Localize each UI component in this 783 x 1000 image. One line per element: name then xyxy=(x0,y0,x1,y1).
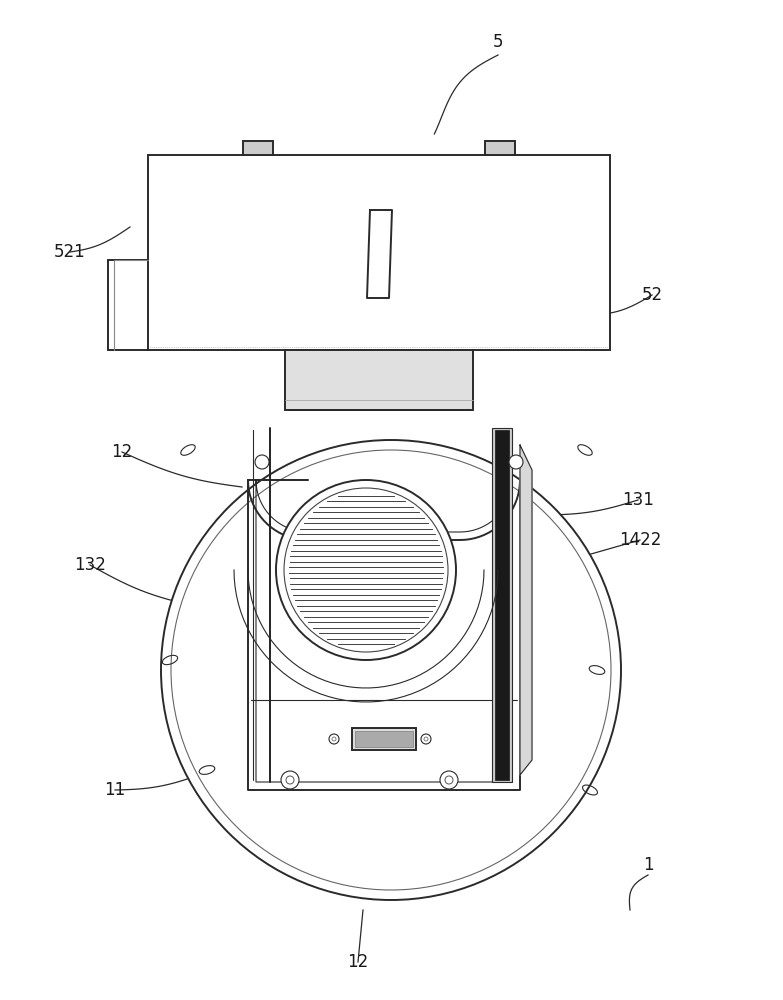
Bar xyxy=(148,155,610,350)
Bar xyxy=(495,430,509,780)
Bar xyxy=(352,728,416,750)
Text: 132: 132 xyxy=(74,556,106,574)
Circle shape xyxy=(281,771,299,789)
Text: 12: 12 xyxy=(111,443,132,461)
Circle shape xyxy=(424,737,428,741)
Circle shape xyxy=(332,737,336,741)
Circle shape xyxy=(286,776,294,784)
Text: 1: 1 xyxy=(643,856,653,874)
Bar xyxy=(243,141,273,155)
Polygon shape xyxy=(248,480,520,790)
Circle shape xyxy=(161,440,621,900)
Text: 131: 131 xyxy=(622,491,654,509)
Circle shape xyxy=(509,455,523,469)
Circle shape xyxy=(421,734,431,744)
Circle shape xyxy=(329,734,339,744)
Text: 11: 11 xyxy=(104,781,125,799)
Circle shape xyxy=(440,771,458,789)
Text: 12: 12 xyxy=(348,953,369,971)
Bar xyxy=(485,141,515,155)
Text: 521: 521 xyxy=(54,243,86,261)
Bar xyxy=(492,428,512,782)
Circle shape xyxy=(284,488,448,652)
Polygon shape xyxy=(367,210,392,298)
Text: 5: 5 xyxy=(493,33,503,51)
Bar xyxy=(355,731,413,747)
Text: 1422: 1422 xyxy=(619,531,661,549)
Polygon shape xyxy=(520,445,532,775)
Text: 52: 52 xyxy=(641,286,662,304)
Circle shape xyxy=(276,480,456,660)
Circle shape xyxy=(255,455,269,469)
Circle shape xyxy=(445,776,453,784)
Bar xyxy=(285,350,473,410)
